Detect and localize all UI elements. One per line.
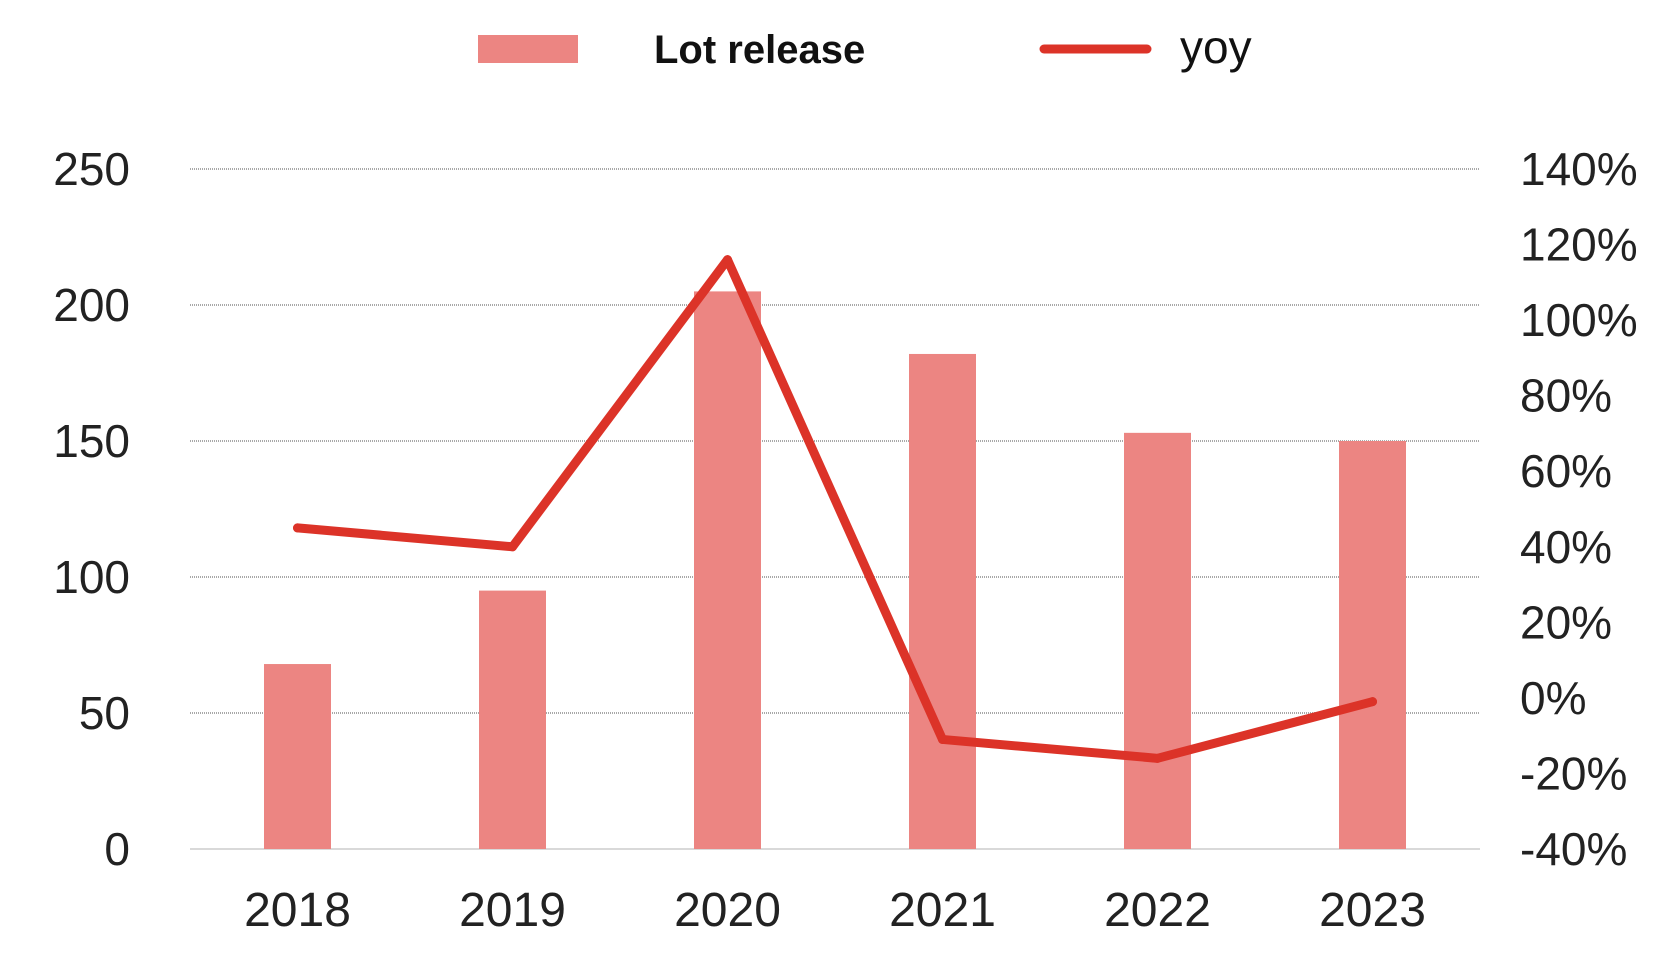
legend-label-yoy: yoy [1180, 21, 1252, 73]
x-tick-label: 2018 [244, 884, 351, 937]
right-tick-label: 60% [1520, 445, 1612, 497]
bar-2022 [1124, 432, 1191, 849]
right-tick-label: 40% [1520, 521, 1612, 573]
bar-2018 [264, 664, 331, 849]
left-tick-label: 250 [53, 143, 130, 195]
x-tick-label: 2021 [889, 884, 996, 937]
x-tick-label: 2023 [1319, 884, 1426, 937]
right-tick-label: 100% [1520, 294, 1638, 346]
legend-swatch-lot-release [478, 35, 578, 63]
bar-2020 [694, 291, 761, 849]
yoy-point-2019 [508, 542, 517, 552]
x-axis-ticks: 2018 2019 2020 2021 2022 2023 [244, 884, 1426, 937]
x-tick-label: 2022 [1104, 884, 1211, 937]
left-tick-label: 150 [53, 415, 130, 467]
yoy-point-2020 [723, 255, 732, 265]
left-tick-label: 0 [104, 823, 130, 875]
yoy-point-2021 [938, 734, 947, 744]
left-tick-label: 50 [79, 687, 130, 739]
yoy-point-2018 [293, 523, 302, 533]
x-tick-label: 2019 [459, 884, 566, 937]
right-tick-label: 140% [1520, 143, 1638, 195]
bar-2019 [479, 590, 546, 849]
bar-2023 [1339, 441, 1406, 849]
right-tick-label: 20% [1520, 596, 1612, 648]
yoy-point-2023 [1368, 697, 1377, 707]
right-tick-label: 0% [1520, 672, 1586, 724]
legend: Lot release yoy [478, 21, 1252, 73]
right-tick-label: -40% [1520, 823, 1627, 875]
x-tick-label: 2020 [674, 884, 781, 937]
yoy-line [293, 255, 1377, 763]
bar-series [264, 291, 1406, 849]
bar-2021 [909, 353, 976, 849]
gridlines [190, 168, 1480, 850]
left-tick-label: 100 [53, 551, 130, 603]
right-tick-label: 80% [1520, 370, 1612, 422]
right-tick-label: -20% [1520, 747, 1627, 799]
right-tick-label: 120% [1520, 219, 1638, 271]
right-axis-ticks: -40% -20% 0% 20% 40% 60% 80% 100% 120% 140% [1520, 143, 1638, 875]
left-tick-label: 200 [53, 279, 130, 331]
left-axis-ticks: 0 50 100 150 200 250 [53, 143, 130, 875]
line-series [293, 255, 1377, 763]
legend-label-lot-release: Lot release [654, 28, 865, 72]
yoy-point-2022 [1153, 753, 1162, 763]
